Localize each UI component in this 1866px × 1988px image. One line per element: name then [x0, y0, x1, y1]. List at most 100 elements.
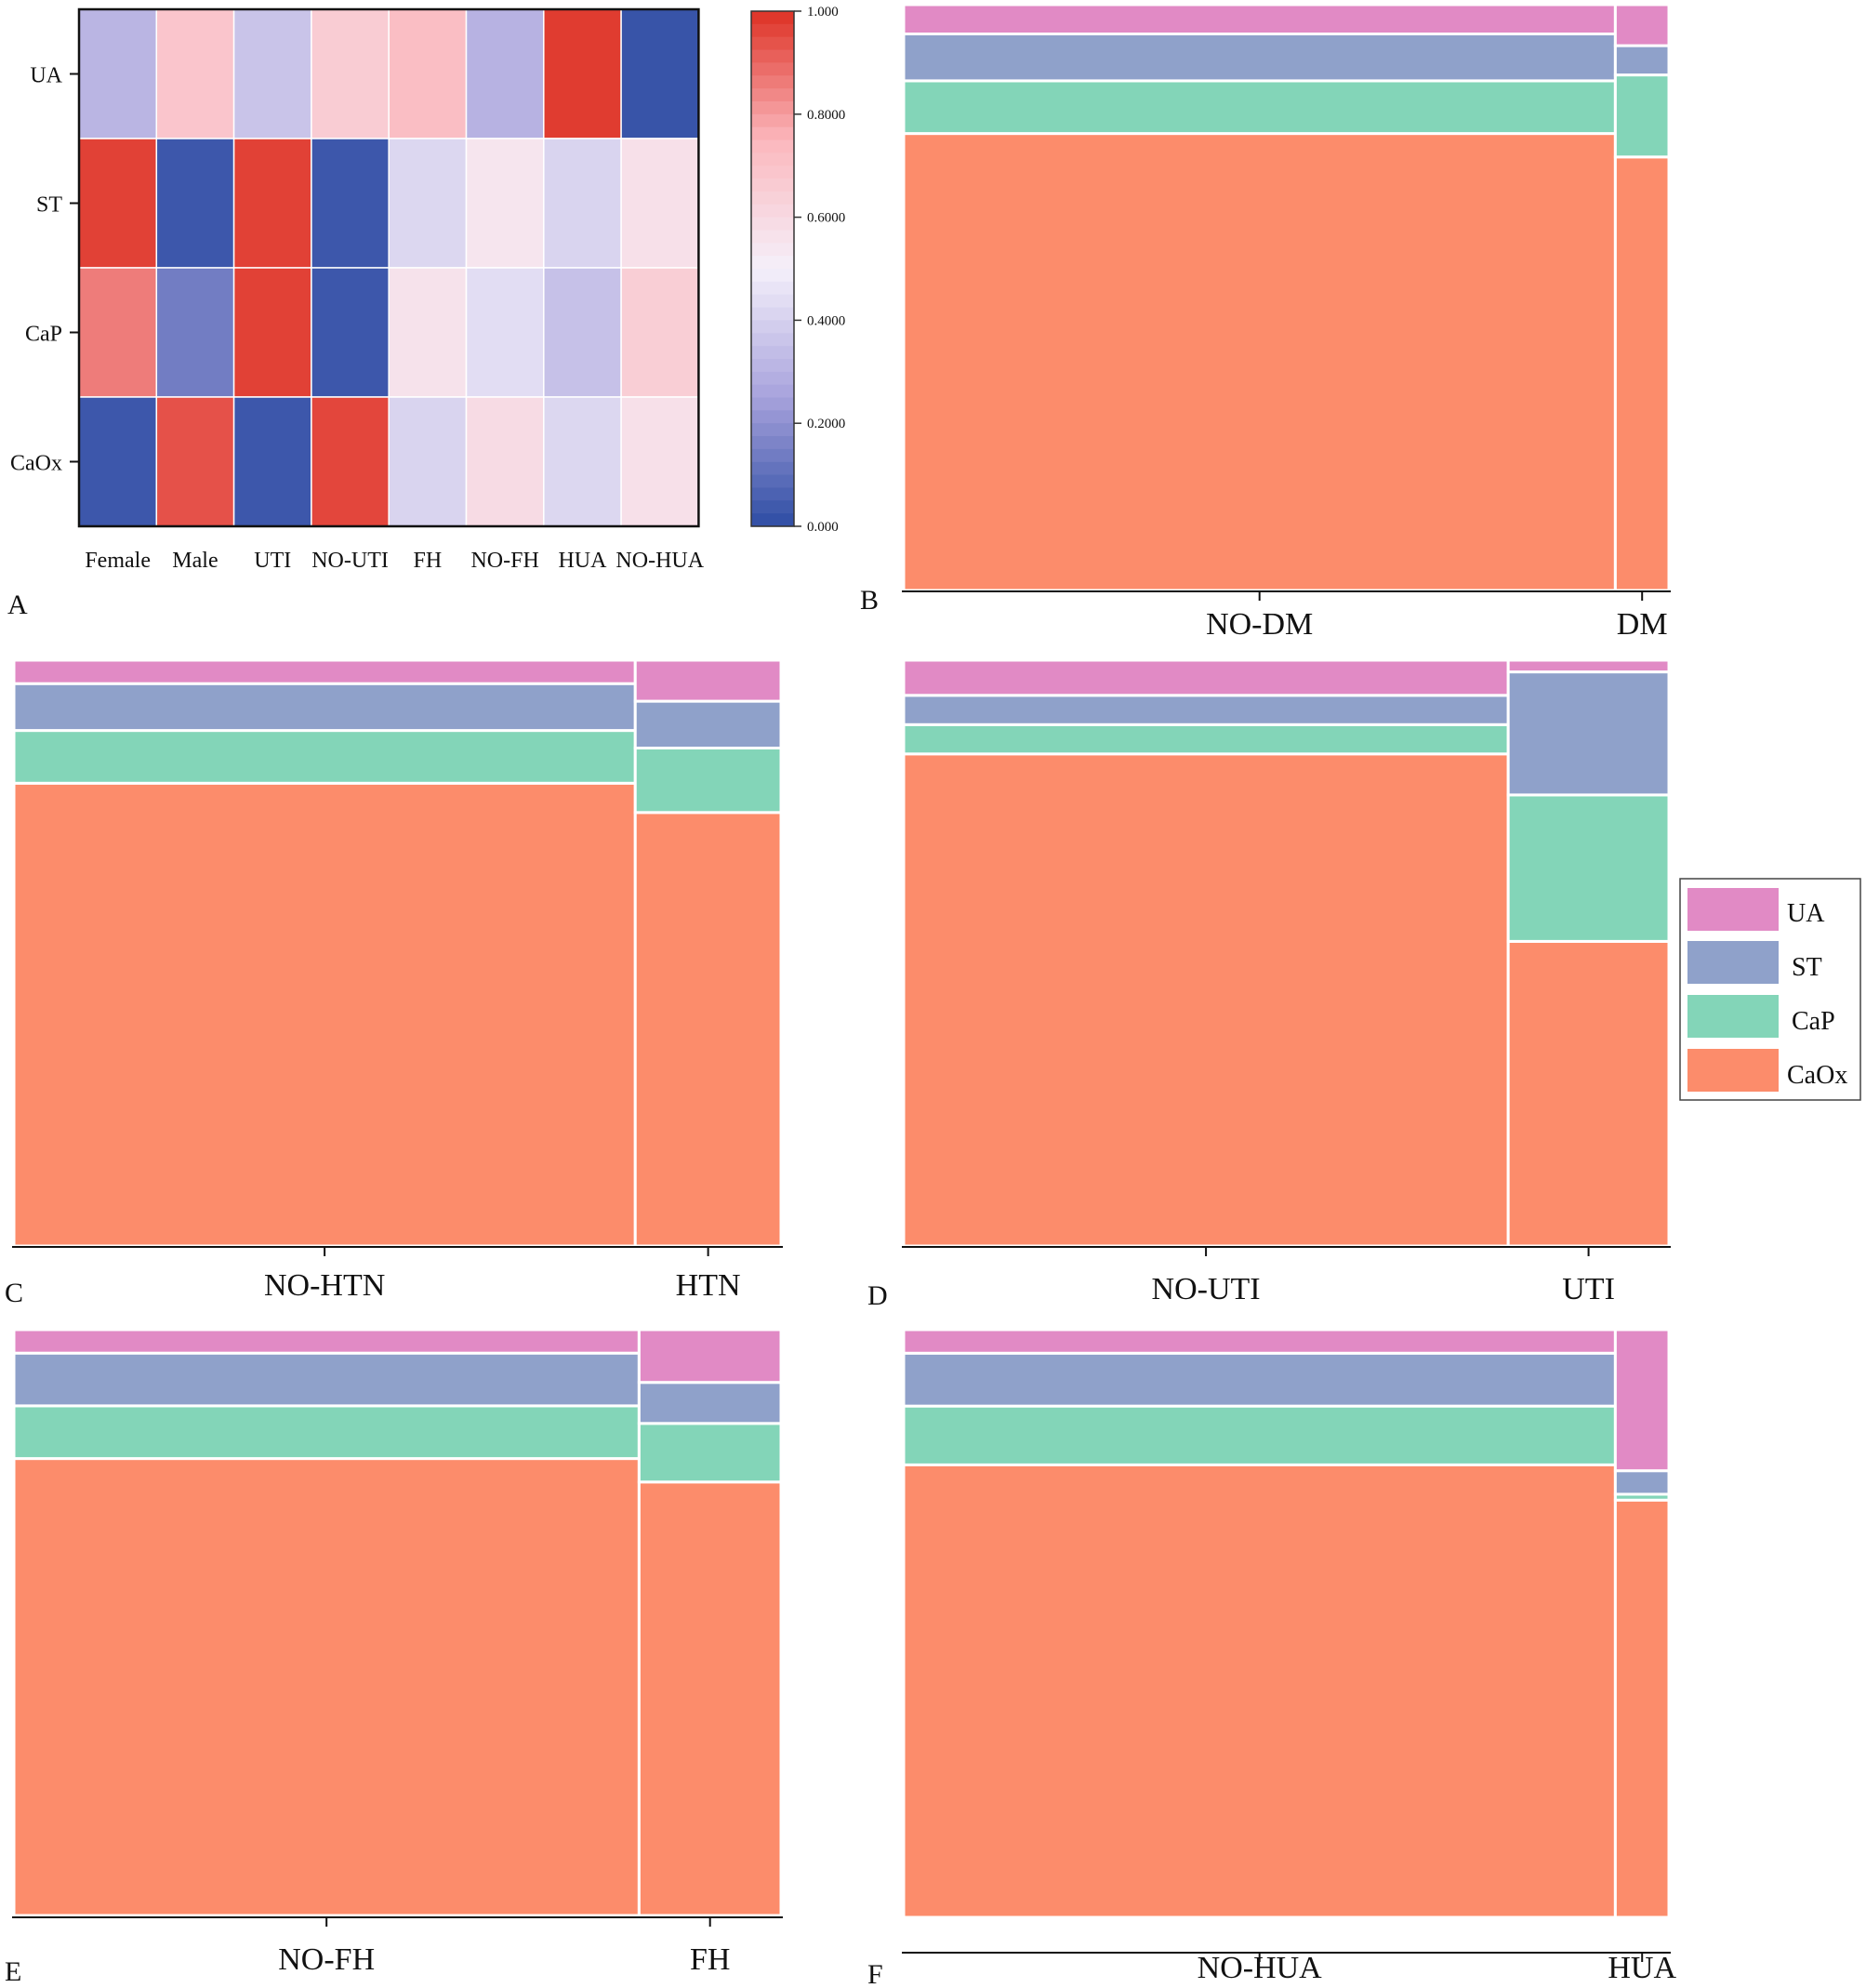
col-label-no-fh: NO-FH — [470, 549, 538, 573]
mosaic-cell-uti-caox — [1506, 939, 1671, 1248]
mosaic-cell-hua-st — [1613, 1469, 1671, 1496]
category-label-dm: DM — [1617, 607, 1668, 642]
colorbar-step — [751, 500, 794, 514]
colorbar-step — [751, 294, 794, 309]
panel-label-e: E — [5, 1956, 21, 1987]
mosaic-cell-fh-st — [637, 1381, 783, 1425]
category-label-fh: FH — [690, 1942, 730, 1977]
panel-label-c: C — [5, 1278, 23, 1308]
panel-label-d: D — [867, 1280, 888, 1311]
heatmap-cell-st-female — [78, 138, 158, 269]
heatmap-cell-cap-no-fh — [465, 267, 545, 398]
colorbar-step — [751, 269, 794, 283]
mosaic-cell-uti-st — [1506, 670, 1671, 797]
mosaic-cell-fh-cap — [637, 1422, 783, 1484]
colorbar-step — [751, 191, 794, 205]
mosaic-cell-no-htn-ua — [12, 658, 637, 685]
row-label-st: ST — [36, 193, 62, 218]
heatmap-cell-caox-no-uti — [311, 396, 390, 527]
panel-label-b: B — [860, 585, 879, 616]
colorbar-step — [751, 436, 794, 450]
colorbar-step — [751, 139, 794, 153]
heatmap-cell-cap-hua — [543, 267, 622, 398]
mosaic-cell-no-fh-cap — [12, 1404, 641, 1461]
colorbar-tick-label: 0.8000 — [807, 108, 845, 123]
legend: UA ST CaP CaOx — [1679, 878, 1861, 1101]
heatmap-cell-cap-male — [155, 267, 235, 398]
heatmap-cell-st-fh — [388, 138, 468, 269]
colorbar-tick-label: 0.4000 — [807, 313, 845, 328]
heatmap-cell-caox-female — [78, 396, 158, 527]
colorbar-step — [751, 320, 794, 334]
colorbar-step — [751, 281, 794, 296]
colorbar-step — [751, 230, 794, 244]
colorbar-step — [751, 166, 794, 179]
legend-swatch-caox — [1687, 1049, 1779, 1092]
colorbar-step — [751, 461, 794, 476]
heatmap-cell-ua-no-hua — [620, 8, 700, 139]
heatmap-cell-st-no-fh — [465, 138, 545, 269]
mosaic-cell-htn-st — [633, 699, 783, 749]
colorbar-step — [751, 152, 794, 166]
mosaic-panel-e: NO-FH FH — [12, 1328, 783, 1977]
mosaic-cell-htn-cap — [633, 747, 783, 815]
mosaic-cell-no-hua-ua — [902, 1328, 1617, 1355]
mosaic-cell-no-fh-st — [12, 1351, 641, 1408]
heatmap-cell-ua-no-uti — [311, 8, 390, 139]
colorbar-step — [751, 397, 794, 411]
mosaic-panel-c: NO-HTN HTN — [12, 658, 783, 1303]
mosaic-panel-d: NO-UTI UTI — [902, 658, 1671, 1306]
heatmap-cell-cap-no-uti — [311, 267, 390, 398]
heatmap-cell-cap-uti — [232, 267, 312, 398]
category-label-hua: HUA — [1608, 1951, 1676, 1985]
colorbar-step — [751, 333, 794, 347]
mosaic-cell-no-dm-cap — [902, 79, 1617, 136]
row-label-ua: UA — [30, 64, 62, 88]
heatmap-cell-st-no-uti — [311, 138, 390, 269]
mosaic-cell-no-fh-ua — [12, 1328, 641, 1355]
heatmap-cell-caox-hua — [543, 396, 622, 527]
mosaic-cell-dm-st — [1613, 44, 1671, 77]
heatmap-cell-ua-no-fh — [465, 8, 545, 139]
colorbar-step — [751, 113, 794, 128]
colorbar-step — [751, 448, 794, 463]
colorbar-tick-label: 1.000 — [807, 5, 839, 20]
colorbar-step — [751, 126, 794, 141]
colorbar-frame — [750, 10, 795, 527]
heatmap-cell-ua-hua — [543, 8, 622, 139]
col-label-hua: HUA — [558, 549, 607, 573]
panel-label-a: A — [7, 590, 28, 620]
mosaic-cell-hua-caox — [1613, 1498, 1671, 1919]
mosaic-cell-no-hua-caox — [902, 1463, 1617, 1919]
panel-label-f: F — [867, 1959, 883, 1988]
mosaic-cell-fh-ua — [637, 1328, 783, 1385]
colorbar-tick-label: 0.000 — [807, 520, 839, 535]
heatmap-cell-caox-no-fh — [465, 396, 545, 527]
mosaic-cell-no-uti-cap — [902, 722, 1510, 756]
mosaic-cell-htn-ua — [633, 658, 783, 703]
category-label-uti: UTI — [1562, 1272, 1615, 1306]
mosaic-cell-dm-caox — [1613, 155, 1671, 592]
legend-label-ua: UA — [1787, 899, 1825, 928]
mosaic-cell-no-uti-st — [902, 694, 1510, 726]
category-label-htn: HTN — [676, 1268, 741, 1303]
col-label-no-uti: NO-UTI — [311, 549, 389, 573]
mosaic-cell-no-fh-caox — [12, 1457, 641, 1917]
mosaic-cell-dm-cap — [1613, 73, 1671, 159]
heatmap-cell-ua-female — [78, 8, 158, 139]
colorbar-step — [751, 423, 794, 437]
category-label-no-hua: NO-HUA — [1198, 1951, 1323, 1985]
heatmap-cell-ua-fh — [388, 8, 468, 139]
colorbar-step — [751, 88, 794, 102]
mosaic-cell-no-htn-cap — [12, 729, 637, 785]
colorbar-step — [751, 474, 794, 489]
heatmap-cell-ua-male — [155, 8, 235, 139]
colorbar-tick-label: 0.2000 — [807, 417, 845, 431]
colorbar-step — [751, 11, 794, 25]
colorbar-step — [751, 243, 794, 257]
colorbar-step — [751, 217, 794, 232]
heatmap-cell-cap-no-hua — [620, 267, 700, 398]
heatmap-cell-cap-female — [78, 267, 158, 398]
colorbar-step — [751, 62, 794, 76]
